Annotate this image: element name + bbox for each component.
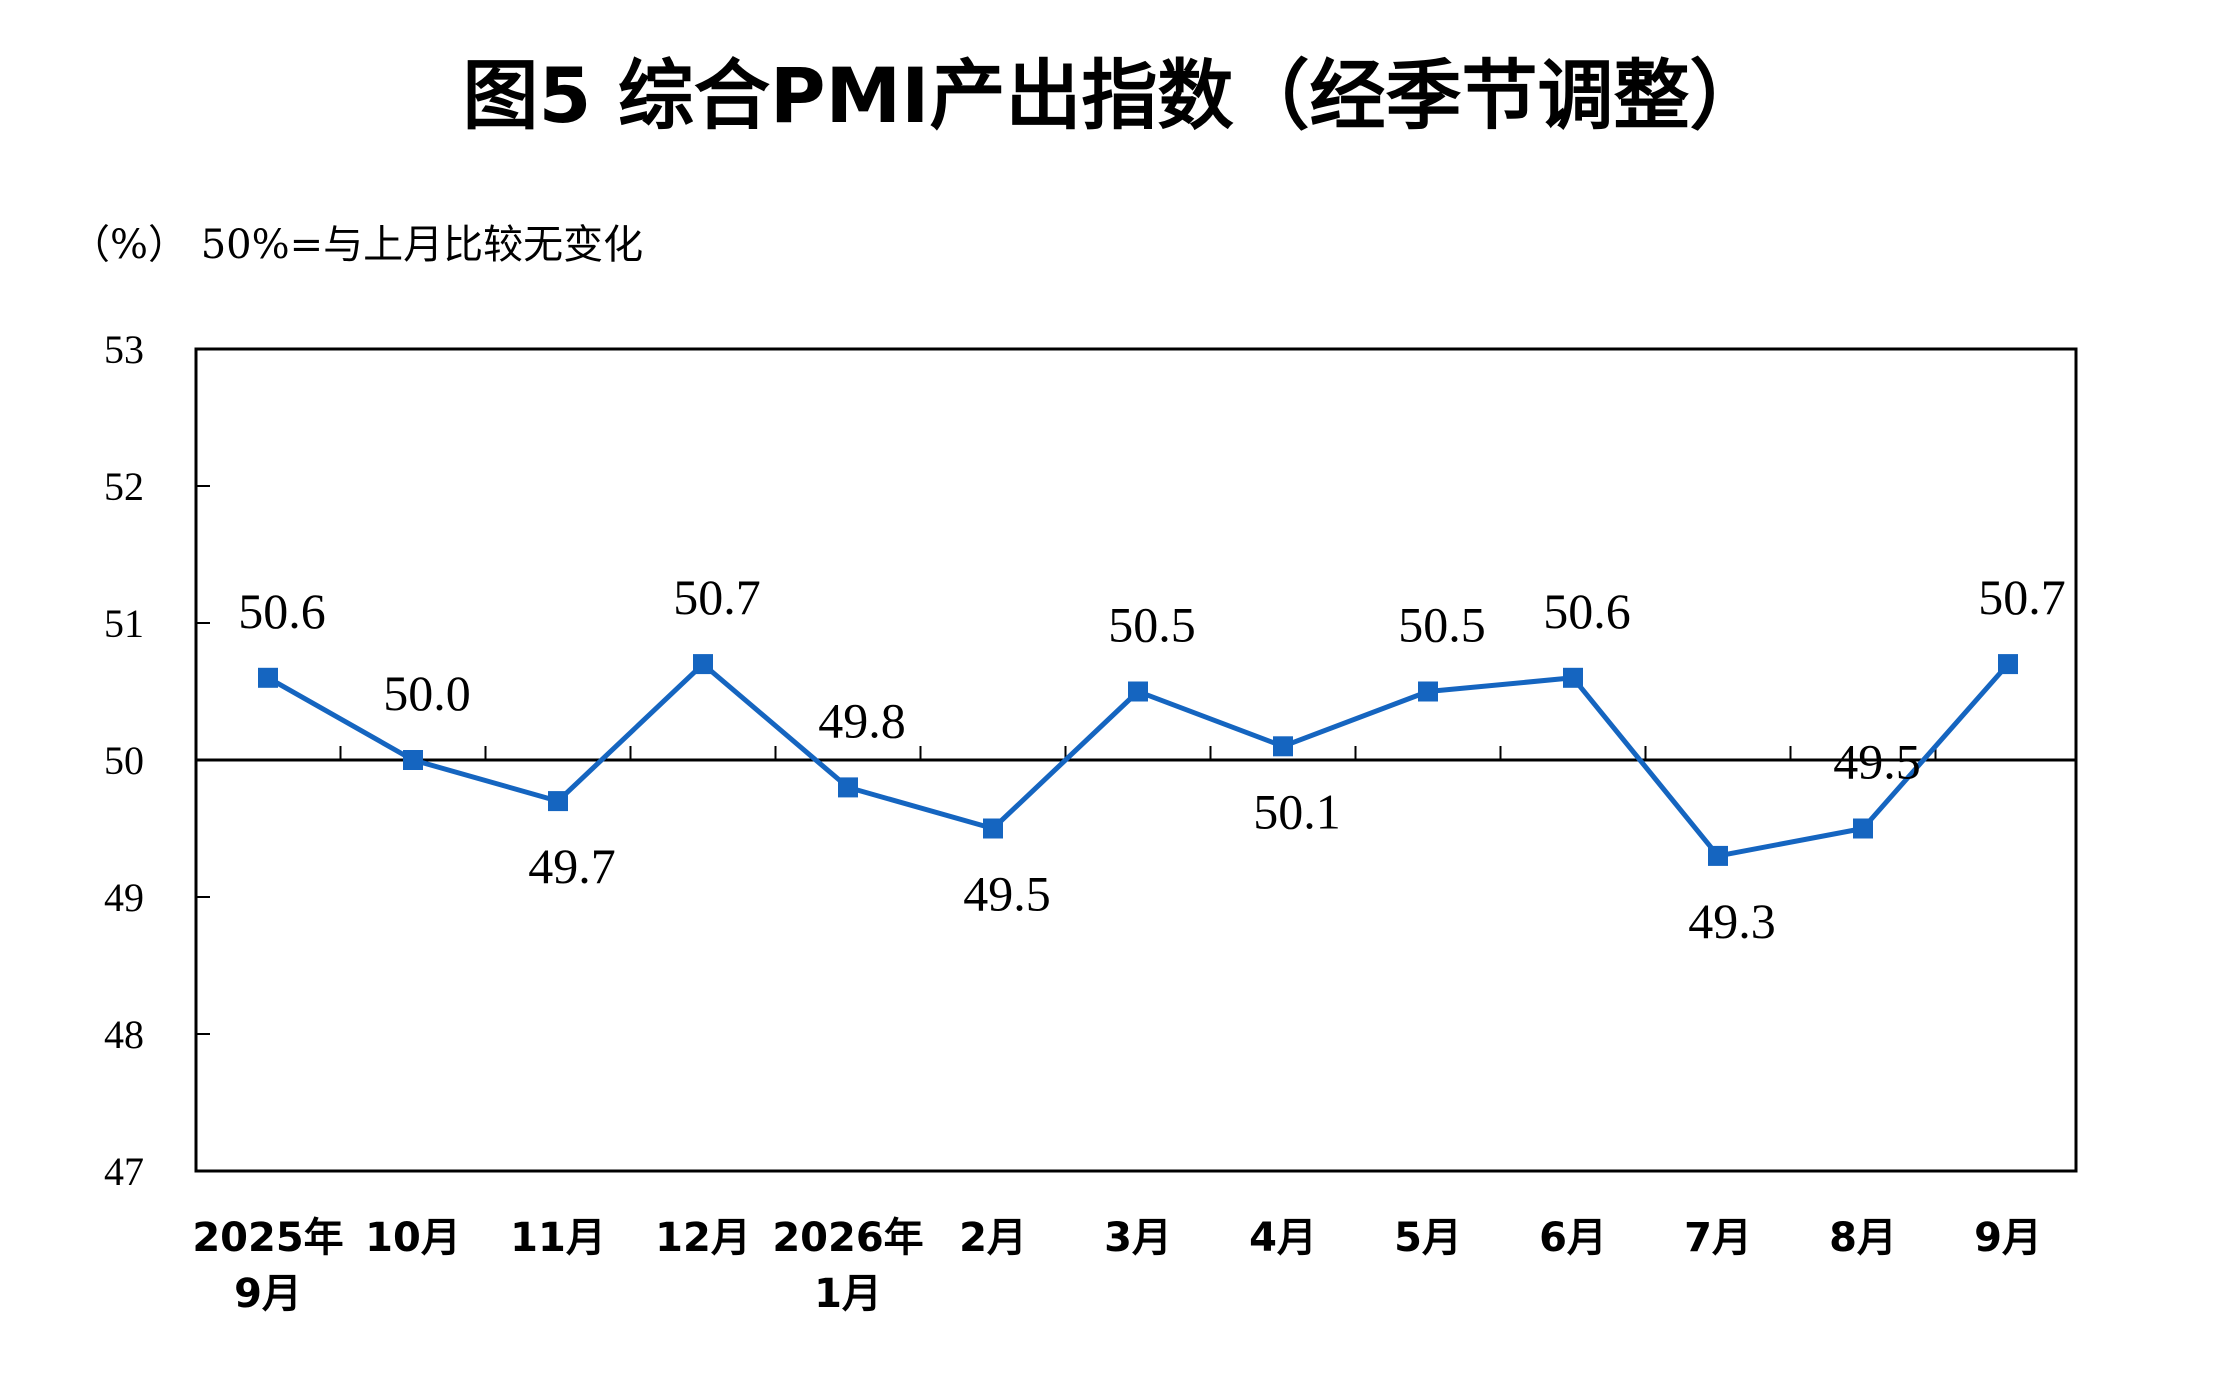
y-tick-label: 53 <box>104 327 144 372</box>
data-label: 49.8 <box>818 692 906 748</box>
data-point-marker <box>1708 845 1728 866</box>
data-label: 49.5 <box>1833 734 1921 790</box>
x-tick-label: 9月 <box>1974 1215 2042 1261</box>
x-tick-label: 2025年 9月 <box>192 1215 343 1317</box>
data-point-marker <box>1998 654 2018 675</box>
y-tick-label: 51 <box>104 601 144 646</box>
axis-layer: 47 48 49 50 51 52 53 2025年 9月 10月 11月 12月 2026年 1月 2月 3… <box>104 327 2076 1317</box>
x-tick-label: 8月 <box>1829 1215 1897 1261</box>
x-tick-label-line: 3月 <box>1104 1215 1172 1261</box>
y-tick-label: 52 <box>104 464 144 509</box>
data-point-marker <box>838 777 858 798</box>
data-point-marker <box>1418 681 1438 702</box>
x-tick-label: 2026年 1月 <box>772 1215 923 1317</box>
x-tick-label: 4月 <box>1249 1215 1317 1261</box>
data-label: 50.7 <box>673 569 761 625</box>
data-label: 49.5 <box>963 866 1051 922</box>
x-tick-label: 3月 <box>1104 1215 1172 1261</box>
data-point-marker <box>693 654 713 675</box>
x-tick-label-line: 10月 <box>365 1215 461 1261</box>
x-tick-label: 11月 <box>510 1215 606 1261</box>
x-tick-label-line: 12月 <box>655 1215 751 1261</box>
x-tick-label: 12月 <box>655 1215 751 1261</box>
x-tick-label: 6月 <box>1539 1215 1607 1261</box>
chart-title: 图5 综合PMI产出指数（经季节调整） <box>463 51 1766 140</box>
data-label: 50.5 <box>1398 597 1486 653</box>
y-axis-unit-note: （%） 50%=与上月比较无变化 <box>70 222 643 268</box>
x-tick-label-line: 1月 <box>814 1271 882 1317</box>
data-point-marker <box>983 818 1003 839</box>
x-tick-label: 5月 <box>1394 1215 1462 1261</box>
x-tick-label-line: 11月 <box>510 1215 606 1261</box>
x-tick-label-line: 9月 <box>1974 1215 2042 1261</box>
data-point-marker <box>258 667 278 688</box>
x-tick-label-line: 2月 <box>959 1215 1027 1261</box>
data-label: 50.7 <box>1978 569 2066 625</box>
x-tick-label-line: 2026年 <box>772 1215 923 1261</box>
y-tick-label: 49 <box>104 875 144 920</box>
series-layer <box>258 654 2018 866</box>
x-tick-label: 10月 <box>365 1215 461 1261</box>
y-tick-label: 50 <box>104 738 144 783</box>
data-point-marker <box>548 791 568 812</box>
data-label: 50.6 <box>238 583 326 639</box>
x-tick-label-line: 4月 <box>1249 1215 1317 1261</box>
data-point-marker <box>1273 736 1293 757</box>
data-label: 50.5 <box>1108 597 1196 653</box>
data-label-layer: 50.6 50.0 49.7 50.7 49.8 49.5 50.5 50.1 50.5 50.6… <box>238 569 2066 949</box>
data-label: 50.1 <box>1253 783 1341 839</box>
data-label: 50.0 <box>383 665 471 721</box>
y-tick-label: 48 <box>104 1012 144 1057</box>
x-tick-label-line: 9月 <box>234 1271 302 1317</box>
data-point-marker <box>1128 681 1148 702</box>
data-label: 49.3 <box>1688 893 1776 949</box>
x-tick-label-line: 2025年 <box>192 1215 343 1261</box>
data-point-marker <box>403 750 423 770</box>
data-label: 50.6 <box>1543 583 1631 639</box>
x-tick-label-line: 8月 <box>1829 1215 1897 1261</box>
y-tick-label: 47 <box>104 1149 144 1194</box>
data-label: 49.7 <box>528 838 616 894</box>
x-tick-label: 2月 <box>959 1215 1027 1261</box>
data-point-marker <box>1853 818 1873 839</box>
data-point-marker <box>1563 667 1583 688</box>
x-tick-label-line: 5月 <box>1394 1215 1462 1261</box>
x-tick-label: 7月 <box>1684 1215 1752 1261</box>
x-tick-label-line: 7月 <box>1684 1215 1752 1261</box>
x-tick-label-line: 6月 <box>1539 1215 1607 1261</box>
